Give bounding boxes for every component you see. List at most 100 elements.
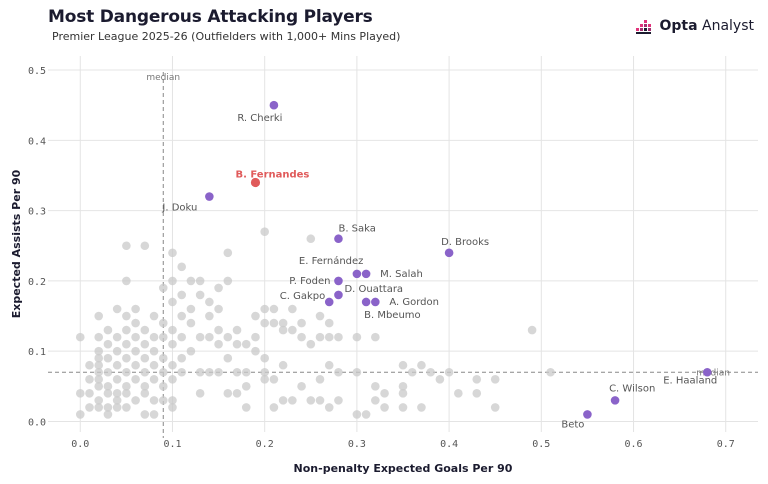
player-point: [334, 367, 343, 377]
x-axis-title: Non-penalty Expected Goals Per 90: [294, 462, 513, 475]
player-point: [251, 346, 260, 356]
player-point: [122, 403, 131, 412]
player-point: [490, 403, 500, 412]
player-point: [352, 332, 362, 342]
player-point: [158, 382, 168, 391]
player-point: [407, 367, 417, 377]
player-point: [131, 332, 140, 342]
player-point: [315, 311, 325, 321]
player-point: [371, 396, 380, 405]
player-label: J. Doku: [161, 203, 197, 214]
y-tick-label: 0.4: [28, 136, 46, 147]
player-point: [269, 304, 279, 314]
player-point: [223, 332, 233, 342]
named-player-point: [371, 297, 380, 307]
player-point: [140, 241, 150, 251]
player-point: [75, 389, 85, 398]
player-point: [168, 276, 177, 286]
player-point: [94, 374, 104, 384]
x-tick-label: 0.1: [163, 439, 181, 450]
player-point: [140, 325, 150, 335]
player-label: E. Fernández: [299, 255, 364, 267]
player-point: [241, 382, 251, 391]
player-point: [306, 234, 316, 244]
player-label: P. Foden: [289, 276, 330, 287]
player-point: [315, 332, 325, 342]
player-point: [251, 332, 260, 342]
chart-title: Most Dangerous Attacking Players: [48, 7, 373, 27]
player-point: [278, 318, 288, 328]
opta-logo-icon: [635, 20, 651, 34]
player-point: [260, 227, 269, 237]
player-point: [122, 382, 131, 391]
named-player-point: [610, 396, 620, 405]
player-point: [472, 389, 482, 398]
player-label: D. Ouattara: [344, 284, 403, 295]
player-point: [94, 367, 104, 377]
named-player-point: [334, 276, 343, 286]
player-label: M. Salah: [380, 269, 423, 280]
player-point: [177, 262, 187, 272]
player-point: [168, 403, 177, 412]
player-label: A. Gordon: [389, 297, 439, 308]
player-point: [278, 396, 288, 405]
x-tick-label: 0.2: [256, 439, 274, 450]
player-point: [177, 332, 187, 342]
player-point: [371, 382, 380, 391]
player-point: [269, 403, 279, 412]
player-point: [168, 396, 177, 405]
named-player-point: [444, 248, 454, 258]
player-point: [140, 339, 150, 349]
player-label: E. Haaland: [663, 375, 717, 386]
player-point: [260, 304, 269, 314]
player-point: [158, 283, 168, 293]
player-point: [435, 374, 445, 384]
player-point: [85, 360, 94, 370]
brand-name: Opta Analyst: [659, 18, 755, 34]
player-point: [177, 290, 187, 300]
player-point: [315, 396, 325, 405]
player-point: [398, 382, 408, 391]
player-label: C. Wilson: [609, 383, 655, 394]
player-point: [241, 403, 251, 412]
player-point: [94, 396, 104, 405]
player-point: [195, 276, 205, 286]
player-point: [131, 318, 140, 328]
player-point: [122, 339, 131, 349]
player-point: [103, 339, 113, 349]
player-point: [205, 297, 214, 307]
player-point: [324, 360, 334, 370]
player-point: [85, 403, 94, 412]
player-point: [324, 403, 334, 412]
player-point: [131, 304, 140, 314]
player-point: [94, 382, 104, 391]
player-point: [112, 403, 122, 412]
player-point: [398, 360, 408, 370]
player-point: [149, 346, 159, 356]
player-point: [112, 389, 122, 398]
player-point: [306, 396, 316, 405]
player-label: Beto: [561, 419, 584, 430]
player-point: [251, 311, 260, 321]
opta-analyst-logo: Opta Analyst: [635, 16, 755, 36]
named-player-point: [269, 100, 279, 110]
player-point: [85, 374, 94, 384]
player-point: [195, 367, 205, 377]
player-point: [306, 339, 316, 349]
x-tick-label: 0.5: [532, 439, 550, 450]
player-point: [241, 339, 251, 349]
player-point: [112, 396, 122, 405]
player-point: [352, 410, 362, 419]
player-point: [288, 325, 297, 335]
named-player-point: [334, 290, 343, 300]
player-point: [112, 332, 122, 342]
player-point: [315, 374, 325, 384]
player-point: [94, 353, 104, 363]
player-point: [472, 374, 482, 384]
x-tick-label: 0.7: [717, 439, 735, 450]
player-point: [103, 325, 113, 335]
player-point: [112, 360, 122, 370]
player-point: [158, 318, 168, 328]
player-label: B. Mbeumo: [364, 310, 421, 321]
player-point: [269, 374, 279, 384]
